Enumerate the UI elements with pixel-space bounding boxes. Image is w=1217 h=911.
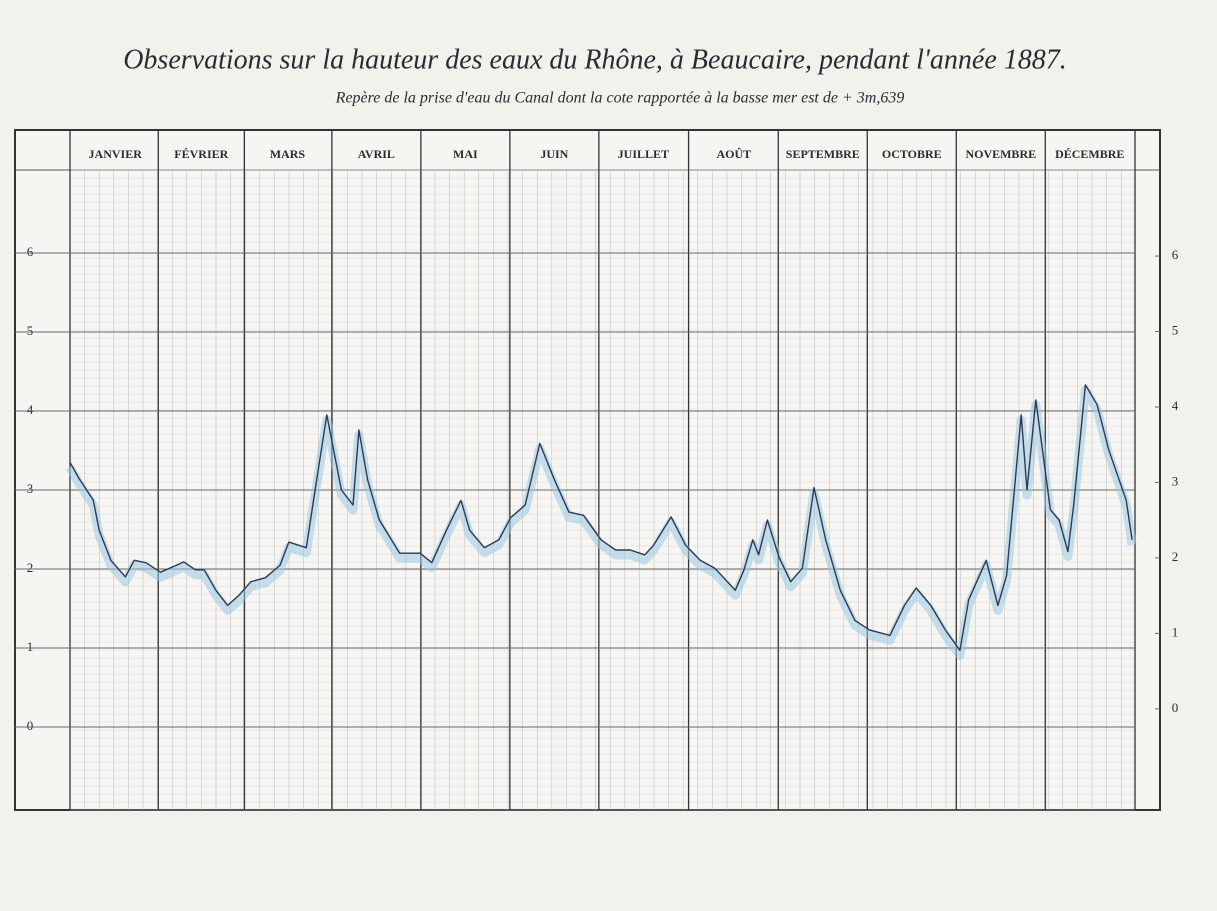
x-tick-label: MARS xyxy=(270,147,306,161)
y2-tick-label: 5 xyxy=(1172,322,1179,337)
x-tick-label: NOVEMBRE xyxy=(965,147,1036,161)
x-tick-label: FÉVRIER xyxy=(174,147,228,161)
y2-tick-label: 1 xyxy=(1172,624,1179,639)
line xyxy=(69,384,1133,652)
x-tick-label: OCTOBRE xyxy=(882,147,942,161)
y-tick-label: 1 xyxy=(27,639,34,654)
y2-tick-label: 6 xyxy=(1172,247,1179,262)
x-tick-label: JUILLET xyxy=(618,147,669,161)
x-tick-label: SEPTEMBRE xyxy=(786,147,860,161)
x-tick-label: MAI xyxy=(453,147,478,161)
y2-tick-label: 2 xyxy=(1172,549,1179,564)
chart-title: Observations sur la hauteur des eaux du … xyxy=(123,44,1067,75)
line-shadow xyxy=(66,385,1137,660)
x-tick-label: DÉCEMBRE xyxy=(1055,147,1124,161)
x-tick-label: AVRIL xyxy=(358,147,395,161)
plot-frame xyxy=(14,129,1161,811)
y-tick-label: 5 xyxy=(27,323,34,338)
y2-tick-label: 3 xyxy=(1172,473,1179,488)
y-tick-label: 4 xyxy=(27,402,34,417)
y-tick-label: 6 xyxy=(27,244,34,259)
x-tick-label: AOÛT xyxy=(716,147,751,161)
x-tick-label: JUIN xyxy=(540,147,568,161)
y-tick-label: 3 xyxy=(27,481,34,496)
y-tick-label: 2 xyxy=(27,560,34,575)
y2-tick-label: 4 xyxy=(1172,398,1179,413)
x-tick-label: JANVIER xyxy=(89,147,143,161)
y-tick-label: 0 xyxy=(27,718,34,733)
y2-tick-label: 0 xyxy=(1172,700,1179,715)
chart-subtitle: Repère de la prise d'eau du Canal dont l… xyxy=(335,90,905,107)
